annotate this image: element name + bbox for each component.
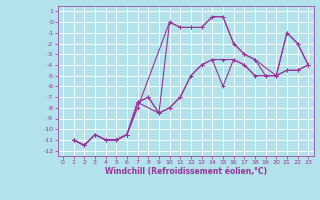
X-axis label: Windchill (Refroidissement éolien,°C): Windchill (Refroidissement éolien,°C) [105, 167, 267, 176]
